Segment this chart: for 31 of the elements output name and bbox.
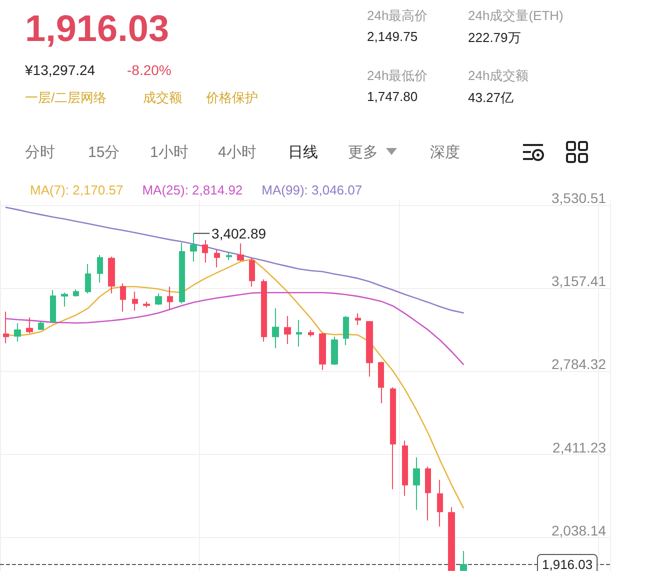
text: ¥13,297.24 — [25, 62, 96, 78]
y-tick-label: 2,038.14 — [552, 522, 606, 538]
y-tick-label: 3,530.51 — [552, 190, 606, 206]
text: 24h成交量(ETH) — [468, 7, 564, 25]
text: 一层/二层网络 — [25, 89, 107, 107]
text: 分时 — [25, 143, 55, 162]
chart-title: 1,916.03 — [25, 8, 170, 50]
text: 价格保护 — [206, 89, 258, 107]
text: MA(25): 2,814.92 — [142, 182, 243, 198]
text: MA(7): 2,170.57 — [30, 182, 124, 198]
text: 24h最低价 — [367, 67, 428, 85]
text: 4小时 — [218, 143, 256, 162]
text: 1,747.80 — [367, 89, 418, 104]
y-tick-label: 2,784.32 — [552, 356, 606, 372]
text: 日线 — [288, 143, 318, 162]
text: 2,149.75 — [367, 29, 418, 44]
text: -8.20% — [127, 62, 172, 78]
annotation: 3,402.89 — [212, 225, 266, 242]
text: 更多 — [348, 143, 378, 162]
text: 222.79万 — [468, 29, 521, 47]
text: 24h最高价 — [367, 7, 428, 25]
text: 1小时 — [150, 143, 188, 162]
y-tick-label: 2,411.23 — [552, 439, 606, 456]
text: 15分 — [88, 143, 120, 162]
text: MA(99): 3,046.07 — [262, 182, 362, 198]
text: 43.27亿 — [468, 89, 514, 107]
ref-line-label: 1,916.03 — [542, 557, 593, 571]
text: 成交额 — [143, 89, 182, 107]
y-tick-label: 3,157.41 — [552, 273, 606, 290]
text: 24h成交额 — [468, 67, 529, 85]
text: 深度 — [430, 143, 460, 162]
